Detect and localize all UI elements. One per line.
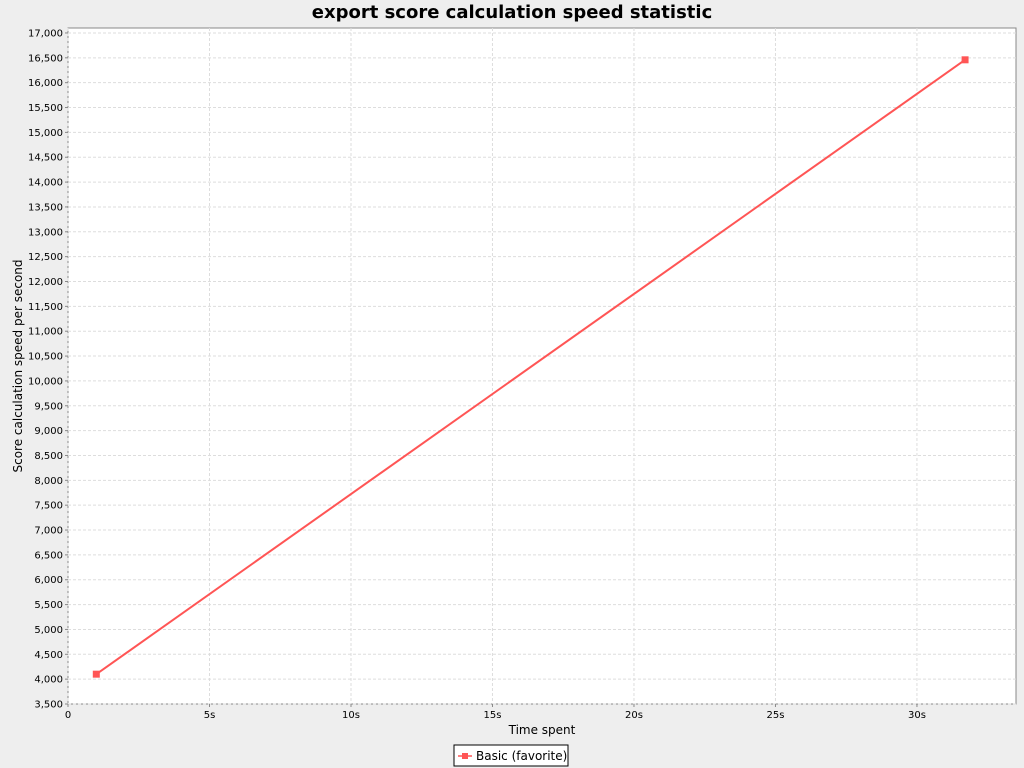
y-axis-label: Score calculation speed per second [11,259,25,472]
x-tick-label: 30s [908,710,926,721]
y-tick-label: 6,500 [34,550,63,561]
legend-square-marker [462,753,468,759]
x-tick-label: 20s [625,710,643,721]
y-tick-label: 5,500 [34,600,63,611]
y-tick-label: 10,000 [28,376,63,387]
legend: Basic (favorite) [453,744,569,767]
y-tick-label: 8,000 [34,476,63,487]
y-tick-label: 14,500 [28,153,63,164]
series-group [92,56,969,678]
y-tick-label: 6,000 [34,575,63,586]
y-tick-label: 7,000 [34,526,63,537]
y-tick-label: 11,500 [28,302,63,313]
x-tick-label: 15s [484,710,502,721]
y-tick-label: 12,500 [28,252,63,263]
x-axis-label: Time spent [508,723,576,737]
y-tick-label: 17,000 [28,28,63,39]
y-tick-label: 13,500 [28,202,63,213]
x-tick-label: 0 [65,710,71,721]
y-tick-label: 14,000 [28,178,63,189]
chart-title: export score calculation speed statistic [312,2,713,23]
x-tick-label: 5s [204,710,216,721]
y-tick-label: 4,000 [34,675,63,686]
y-tick-label: 4,500 [34,650,63,661]
legend-box [453,744,569,767]
y-tick-label: 16,000 [28,78,63,89]
data-point-marker [92,670,100,678]
legend-label: Basic (favorite) [476,749,567,763]
y-tick-label: 15,500 [28,103,63,114]
y-tick-label: 3,500 [34,700,63,711]
series-line [95,58,966,675]
y-axis-ticks: 3,500 4,000 4,500 5,000 5,500 6,000 6,500 7,000… [28,28,68,711]
x-axis-ticks: 0 5s 10s 15s 20s 25s 30s [65,704,926,721]
y-tick-label: 9,500 [34,401,63,412]
y-tick-label: 10,500 [28,352,63,363]
y-tick-label: 12,000 [28,277,63,288]
data-point-marker [961,56,969,64]
plot-area [67,27,1017,705]
y-tick-label: 16,500 [28,53,63,64]
x-tick-label: 25s [766,710,784,721]
x-tick-label: 10s [342,710,360,721]
y-tick-label: 5,000 [34,625,63,636]
grid-lines [67,28,1016,705]
y-tick-label: 11,000 [28,327,63,338]
y-tick-label: 9,000 [34,426,63,437]
y-tick-label: 8,500 [34,451,63,462]
y-tick-label: 13,000 [28,227,63,238]
y-tick-label: 15,000 [28,128,63,139]
y-tick-label: 7,500 [34,501,63,512]
